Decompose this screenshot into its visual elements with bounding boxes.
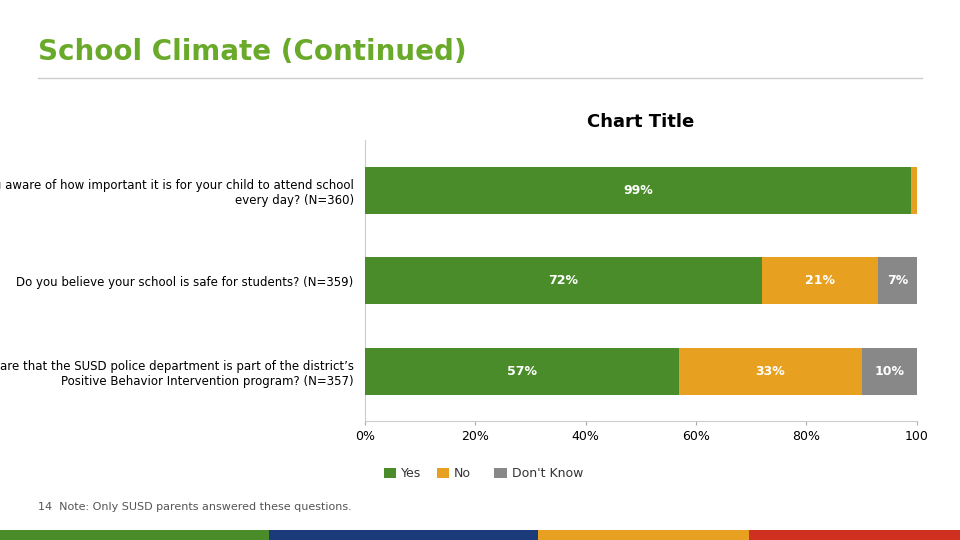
Text: 33%: 33% — [756, 365, 785, 378]
Text: 21%: 21% — [805, 274, 835, 287]
Text: 57%: 57% — [507, 365, 538, 378]
Bar — [762, 257, 878, 305]
Bar — [862, 348, 917, 395]
Title: Chart Title: Chart Title — [588, 112, 694, 131]
Bar — [365, 167, 911, 214]
Text: No: No — [454, 467, 471, 480]
Text: 7%: 7% — [887, 274, 908, 287]
Text: Yes: Yes — [401, 467, 421, 480]
Text: 99%: 99% — [623, 184, 653, 197]
Text: 72%: 72% — [548, 274, 579, 287]
Text: 10%: 10% — [875, 365, 904, 378]
Bar — [878, 257, 917, 305]
Bar — [911, 167, 917, 214]
Text: 14  Note: Only SUSD parents answered these questions.: 14 Note: Only SUSD parents answered thes… — [38, 502, 352, 512]
Text: Don't Know: Don't Know — [512, 467, 583, 480]
Bar — [680, 348, 862, 395]
Bar — [365, 348, 680, 395]
Bar — [365, 257, 762, 305]
Text: School Climate (Continued): School Climate (Continued) — [38, 38, 467, 66]
